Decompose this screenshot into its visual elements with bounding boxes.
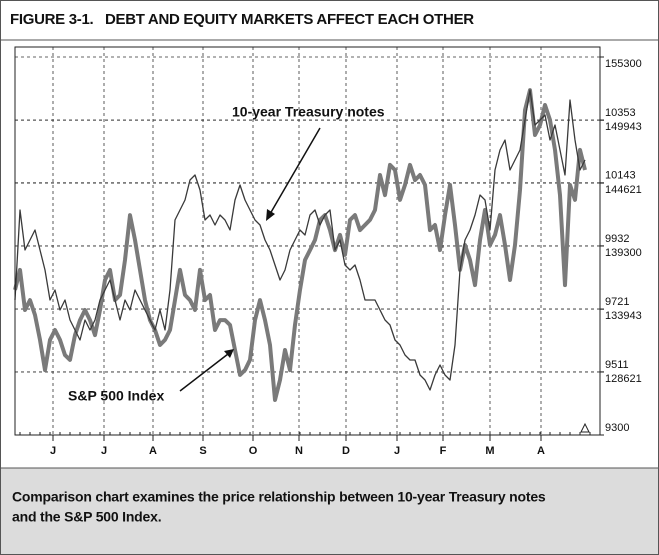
annotation-arrow [179, 353, 229, 392]
y2-tick-label: 128621 [605, 373, 642, 385]
y2-tick-label: 144621 [605, 184, 642, 196]
marker [580, 422, 590, 433]
caption-band [0, 467, 659, 555]
y2-tick-label: 149943 [605, 121, 642, 133]
arrow-head [266, 209, 275, 221]
x-tick-label: M [485, 445, 494, 457]
annotation-arrow [269, 127, 321, 215]
y2-tick-label: 139300 [605, 247, 642, 259]
caption-line: Comparison chart examines the price rela… [12, 489, 546, 505]
x-tick-label: S [199, 445, 206, 457]
series-line [14, 89, 586, 391]
x-tick-label: A [149, 445, 157, 457]
x-tick-label: F [440, 445, 447, 457]
y2-tick-label: 155300 [605, 58, 642, 70]
annotation: 10-year Treasury notes [232, 104, 385, 120]
x-tick-label: J [50, 445, 56, 457]
figure-title: FIGURE 3-1. DEBT AND EQUITY MARKETS AFFE… [10, 11, 474, 28]
caption-line: and the S&P 500 Index. [12, 509, 161, 525]
plot-frame [14, 46, 601, 436]
y2-tick-label: 133943 [605, 310, 642, 322]
y-tick-label: 10353 [605, 107, 636, 119]
plot: J J A S O N D J F M A 9300 9511 9721 9932 10143 10353 128… [13, 47, 642, 457]
x-tick-label: O [249, 445, 258, 457]
arrow-head [224, 349, 234, 358]
x-tick-label: D [342, 445, 350, 457]
x-tick-label: J [101, 445, 107, 457]
y-tick-label: 9721 [605, 296, 629, 308]
x-tick-label: J [394, 445, 400, 457]
y-tick-label: 9300 [605, 422, 629, 434]
y-tick-label: 10143 [605, 170, 636, 182]
annotation: S&P 500 Index [68, 388, 164, 404]
x-tick-label: A [537, 445, 545, 457]
x-tick-label: N [295, 445, 303, 457]
series-line [13, 88, 587, 402]
y-tick-label: 9932 [605, 233, 629, 245]
y-tick-label: 9511 [605, 359, 629, 371]
